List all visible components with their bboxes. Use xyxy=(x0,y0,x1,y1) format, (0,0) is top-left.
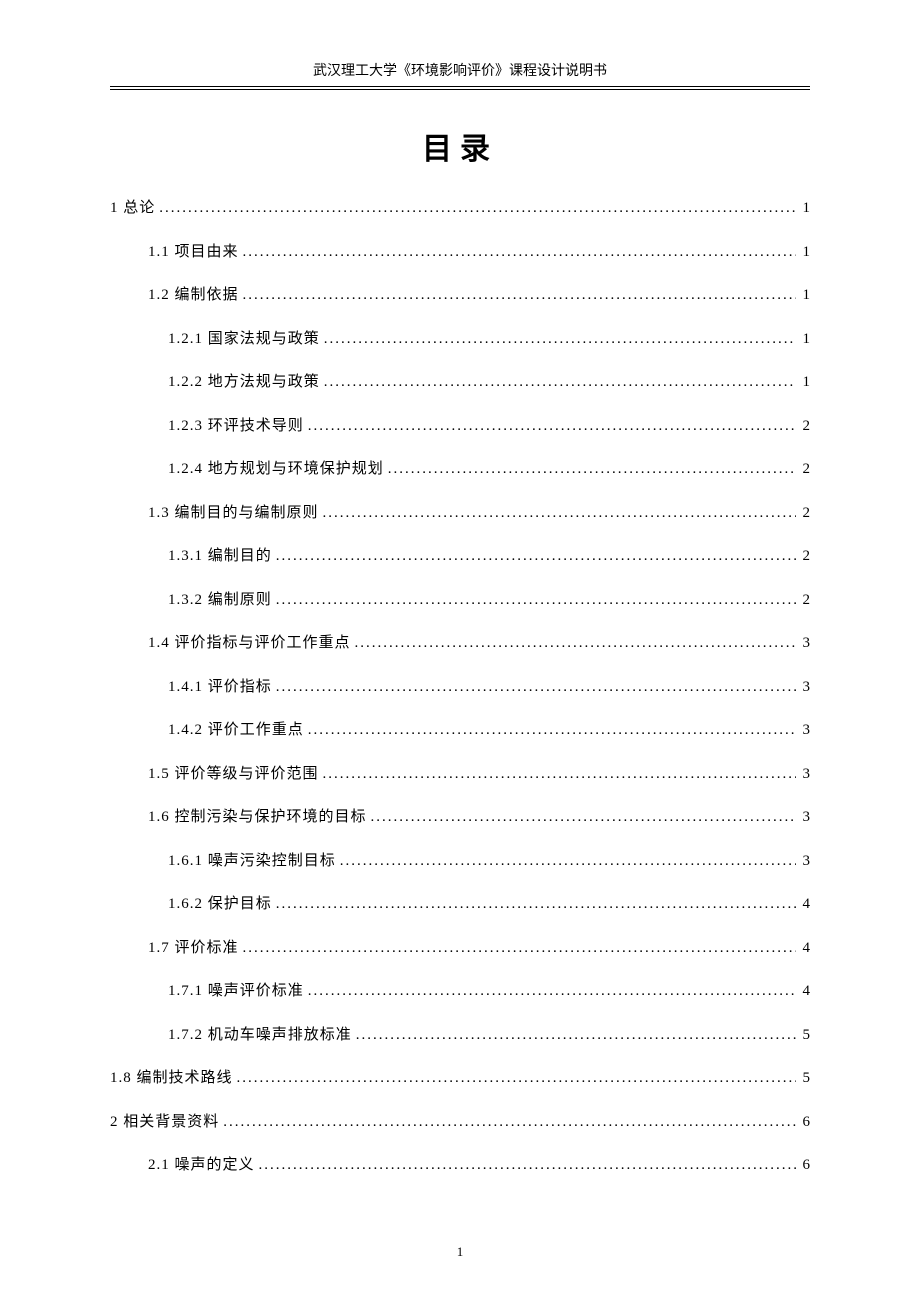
toc-entry-label: 1.2.4 地方规划与环境保护规划 xyxy=(168,457,384,478)
toc-entry: 1.6.1 噪声污染控制目标 3 xyxy=(110,849,810,893)
toc-leader-dots xyxy=(219,1114,796,1131)
toc-entry-page: 3 xyxy=(796,679,810,696)
toc-entry: 1.4 评价指标与评价工作重点 3 xyxy=(110,631,810,675)
toc-entry: 1.4.1 评价指标 3 xyxy=(110,675,810,719)
toc-leader-dots xyxy=(319,766,796,783)
toc-entry-page: 2 xyxy=(796,418,810,435)
toc-entry: 1.6.2 保护目标 4 xyxy=(110,892,810,936)
toc-entry-page: 4 xyxy=(796,896,810,913)
toc-entry-page: 1 xyxy=(796,200,810,217)
toc-entry: 1.6 控制污染与保护环境的目标 3 xyxy=(110,805,810,849)
toc-entry-page: 1 xyxy=(796,374,810,391)
toc-entry: 2 相关背景资料 6 xyxy=(110,1110,810,1154)
toc-leader-dots xyxy=(233,1070,796,1087)
toc-entry-label: 1.6.1 噪声污染控制目标 xyxy=(168,849,336,870)
toc-entry: 1.5 评价等级与评价范围 3 xyxy=(110,762,810,806)
toc-entry-label: 2 相关背景资料 xyxy=(110,1110,219,1131)
toc-entry: 1.4.2 评价工作重点 3 xyxy=(110,718,810,762)
toc-leader-dots xyxy=(272,679,796,696)
toc-entry-page: 1 xyxy=(796,331,810,348)
toc-entry: 1.2 编制依据 1 xyxy=(110,283,810,327)
toc-entry-label: 1.4 评价指标与评价工作重点 xyxy=(148,631,351,652)
toc-leader-dots xyxy=(255,1157,796,1174)
toc-leader-dots xyxy=(239,940,796,957)
toc-entry: 1.7.2 机动车噪声排放标准 5 xyxy=(110,1023,810,1067)
toc-entry-label: 1 总论 xyxy=(110,196,155,217)
toc-entry: 1.1 项目由来 1 xyxy=(110,240,810,284)
toc-entry-page: 6 xyxy=(796,1114,810,1131)
toc-entry: 1.2.1 国家法规与政策 1 xyxy=(110,327,810,371)
toc-entry: 1.7.1 噪声评价标准 4 xyxy=(110,979,810,1023)
toc-entry-label: 1.2.2 地方法规与政策 xyxy=(168,370,320,391)
toc-entry-label: 1.3.1 编制目的 xyxy=(168,544,272,565)
toc-leader-dots xyxy=(272,548,796,565)
document-page: 武汉理工大学《环境影响评价》课程设计说明书 目录 1 总论11.1 项目由来11… xyxy=(0,0,920,1302)
toc-leader-dots xyxy=(304,722,796,739)
toc-entry-page: 3 xyxy=(796,853,810,870)
toc-entry-page: 3 xyxy=(796,635,810,652)
toc-entry-page: 5 xyxy=(796,1027,810,1044)
toc-entry: 1.2.3 环评技术导则 2 xyxy=(110,414,810,458)
toc-leader-dots xyxy=(319,505,796,522)
toc-entry-label: 1.3.2 编制原则 xyxy=(168,588,272,609)
toc-leader-dots xyxy=(367,809,796,826)
toc-leader-dots xyxy=(320,374,796,391)
toc-entry-label: 1.6 控制污染与保护环境的目标 xyxy=(148,805,367,826)
toc-leader-dots xyxy=(304,983,796,1000)
toc-entry-label: 1.4.1 评价指标 xyxy=(168,675,272,696)
toc-entry: 1.8 编制技术路线 5 xyxy=(110,1066,810,1110)
toc-entry-label: 1.2 编制依据 xyxy=(148,283,239,304)
toc-entry-label: 1.4.2 评价工作重点 xyxy=(168,718,304,739)
toc-entry-page: 6 xyxy=(796,1157,810,1174)
toc-entry-page: 5 xyxy=(796,1070,810,1087)
toc-entry-label: 1.7 评价标准 xyxy=(148,936,239,957)
toc-entry: 1.7 评价标准 4 xyxy=(110,936,810,980)
toc-entry: 1.3 编制目的与编制原则 2 xyxy=(110,501,810,545)
toc-leader-dots xyxy=(336,853,796,870)
toc-entry: 1.2.2 地方法规与政策 1 xyxy=(110,370,810,414)
toc-entry-label: 1.5 评价等级与评价范围 xyxy=(148,762,319,783)
toc-leader-dots xyxy=(272,592,796,609)
toc-entry-page: 2 xyxy=(796,548,810,565)
toc-leader-dots xyxy=(304,418,796,435)
toc-leader-dots xyxy=(384,461,796,478)
toc-entry-label: 1.6.2 保护目标 xyxy=(168,892,272,913)
toc-entry-page: 2 xyxy=(796,505,810,522)
toc-entry-page: 1 xyxy=(796,244,810,261)
toc-entry-page: 2 xyxy=(796,592,810,609)
toc-entry: 1.3.2 编制原则 2 xyxy=(110,588,810,632)
toc-entry-page: 4 xyxy=(796,983,810,1000)
toc-leader-dots xyxy=(352,1027,796,1044)
toc-leader-dots xyxy=(320,331,796,348)
table-of-contents: 1 总论11.1 项目由来11.2 编制依据11.2.1 国家法规与政策11.2… xyxy=(110,196,810,1197)
toc-entry: 2.1 噪声的定义 6 xyxy=(110,1153,810,1197)
toc-leader-dots xyxy=(239,244,796,261)
toc-entry: 1 总论 1 xyxy=(110,196,810,240)
toc-entry: 1.3.1 编制目的 2 xyxy=(110,544,810,588)
toc-entry-page: 3 xyxy=(796,766,810,783)
toc-leader-dots xyxy=(272,896,796,913)
toc-entry-label: 1.7.1 噪声评价标准 xyxy=(168,979,304,1000)
toc-entry-page: 2 xyxy=(796,461,810,478)
toc-entry-label: 1.1 项目由来 xyxy=(148,240,239,261)
page-number: 1 xyxy=(0,1244,920,1260)
toc-entry-label: 1.8 编制技术路线 xyxy=(110,1066,233,1087)
page-header: 武汉理工大学《环境影响评价》课程设计说明书 xyxy=(110,60,810,87)
header-rule xyxy=(110,89,810,90)
toc-entry-label: 2.1 噪声的定义 xyxy=(148,1153,255,1174)
toc-leader-dots xyxy=(239,287,796,304)
toc-entry-page: 1 xyxy=(796,287,810,304)
toc-entry-label: 1.3 编制目的与编制原则 xyxy=(148,501,319,522)
toc-entry-page: 3 xyxy=(796,722,810,739)
toc-entry-label: 1.2.3 环评技术导则 xyxy=(168,414,304,435)
toc-leader-dots xyxy=(351,635,796,652)
toc-entry-label: 1.7.2 机动车噪声排放标准 xyxy=(168,1023,352,1044)
toc-title: 目录 xyxy=(110,124,810,168)
toc-entry-page: 4 xyxy=(796,940,810,957)
header-text: 武汉理工大学《环境影响评价》课程设计说明书 xyxy=(313,60,607,80)
toc-entry-page: 3 xyxy=(796,809,810,826)
toc-entry: 1.2.4 地方规划与环境保护规划 2 xyxy=(110,457,810,501)
toc-leader-dots xyxy=(155,200,796,217)
toc-entry-label: 1.2.1 国家法规与政策 xyxy=(168,327,320,348)
